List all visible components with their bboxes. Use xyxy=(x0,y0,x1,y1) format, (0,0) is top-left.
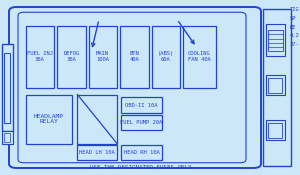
Text: (ABS)
60A: (ABS) 60A xyxy=(158,51,174,62)
Text: HEAD RH 10A: HEAD RH 10A xyxy=(124,150,159,155)
Bar xyxy=(152,26,180,88)
Bar xyxy=(266,120,285,140)
Bar xyxy=(26,26,54,88)
Bar xyxy=(268,123,282,138)
Bar xyxy=(183,26,216,88)
Bar xyxy=(266,25,285,56)
Bar xyxy=(268,78,282,93)
Text: FUEL PUMP 20A: FUEL PUMP 20A xyxy=(120,120,163,125)
Bar xyxy=(4,133,10,142)
Bar xyxy=(77,145,117,160)
Bar xyxy=(268,30,283,51)
Bar xyxy=(121,115,162,130)
Bar xyxy=(121,97,162,113)
Text: SP: SP xyxy=(290,16,296,21)
Text: 4.2: 4.2 xyxy=(290,33,299,38)
Bar xyxy=(77,94,117,144)
Bar xyxy=(120,26,148,88)
Text: RE: RE xyxy=(290,25,296,30)
Text: MAIN
100A: MAIN 100A xyxy=(96,51,109,62)
Bar xyxy=(57,26,86,88)
Text: BTN
40A: BTN 40A xyxy=(129,51,139,62)
Text: DEFOG
30A: DEFOG 30A xyxy=(63,51,80,62)
Bar xyxy=(2,131,13,144)
Text: COOLING
FAN 40A: COOLING FAN 40A xyxy=(188,51,211,62)
FancyBboxPatch shape xyxy=(9,7,261,168)
Text: 37-: 37- xyxy=(290,42,299,47)
Text: USE THE DESIGNATED FUSES ONLY: USE THE DESIGNATED FUSES ONLY xyxy=(90,165,192,170)
Text: FUEL INJ
30A: FUEL INJ 30A xyxy=(27,51,53,62)
Text: HEADLAMP
RELAY: HEADLAMP RELAY xyxy=(34,114,64,124)
Text: HEAD LH 10A: HEAD LH 10A xyxy=(79,150,115,155)
Text: OBD-II 10A: OBD-II 10A xyxy=(125,103,158,108)
Bar xyxy=(88,26,117,88)
Bar xyxy=(26,94,72,144)
Bar xyxy=(266,75,285,95)
Bar xyxy=(121,145,162,160)
Bar xyxy=(262,9,291,166)
Text: TIG: TIG xyxy=(290,7,299,12)
Bar xyxy=(2,44,13,131)
Bar xyxy=(4,52,10,122)
FancyBboxPatch shape xyxy=(18,12,246,163)
